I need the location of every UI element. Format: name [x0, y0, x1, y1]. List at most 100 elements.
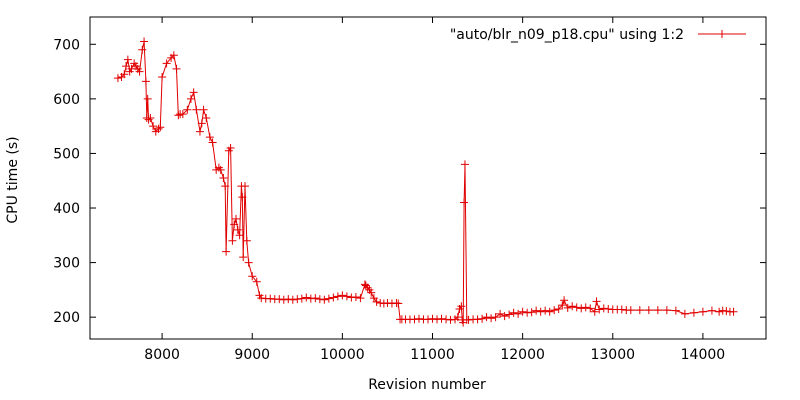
data-point [410, 315, 419, 324]
data-point [232, 214, 241, 223]
data-point [241, 182, 250, 191]
data-point [541, 306, 550, 315]
data-point [523, 308, 532, 317]
data-point [577, 304, 586, 313]
data-point [172, 64, 181, 73]
data-point [558, 301, 567, 310]
data-point [482, 313, 491, 322]
data-point [560, 296, 569, 305]
data-point [146, 113, 155, 122]
data-point [376, 298, 385, 307]
data-point [383, 298, 392, 307]
data-point [626, 306, 635, 315]
x-tick-label: 13000 [590, 347, 635, 363]
data-point [279, 295, 288, 304]
data-point [662, 306, 671, 315]
y-tick-label: 200 [53, 310, 80, 326]
data-point [554, 304, 563, 313]
data-point [367, 288, 376, 297]
data-point [653, 306, 662, 315]
y-tick-label: 500 [53, 146, 80, 162]
data-point [192, 105, 201, 114]
x-tick-label: 10000 [320, 347, 365, 363]
data-point [288, 295, 297, 304]
data-point [311, 294, 320, 303]
data-point [604, 304, 613, 313]
data-point [333, 292, 342, 301]
axis-tick-labels: 8000 9000 10000 11000 12000 13000 14000 200 300 4… [53, 37, 725, 363]
legend-marker [718, 30, 726, 38]
data-point [532, 306, 541, 315]
x-axis-label: Revision number [368, 377, 486, 393]
data-point [392, 298, 401, 307]
data-point [174, 111, 183, 120]
data-point [135, 67, 144, 76]
x-tick-label: 14000 [681, 347, 726, 363]
data-point [442, 315, 451, 324]
data-point [536, 307, 545, 316]
data-point [342, 292, 351, 301]
x-tick-label: 9000 [234, 347, 270, 363]
data-point [140, 37, 149, 46]
data-point [226, 143, 235, 152]
data-point [586, 304, 595, 313]
data-point [248, 272, 257, 281]
data-point [162, 59, 171, 68]
y-tick-label: 700 [53, 37, 80, 53]
data-point [545, 307, 554, 316]
data-point [572, 303, 581, 312]
data-point [514, 309, 523, 318]
data-point [239, 253, 248, 262]
data-point [186, 94, 195, 103]
data-point [437, 314, 446, 323]
data-point [297, 294, 306, 303]
data-point [707, 306, 716, 315]
data-point [487, 314, 496, 323]
data-point [478, 314, 487, 323]
data-point [428, 314, 437, 323]
data-point [568, 302, 577, 311]
data-point [563, 303, 572, 312]
data-point [195, 127, 204, 136]
data-point [158, 73, 167, 82]
data-point [123, 55, 132, 64]
data-point [284, 295, 293, 304]
data-point [216, 165, 225, 174]
y-tick-label: 600 [53, 92, 80, 108]
data-point [154, 124, 163, 133]
data-point [722, 307, 731, 316]
data-point [509, 308, 518, 317]
x-tick-label: 12000 [500, 347, 545, 363]
data-point [183, 105, 192, 114]
x-tick-label: 11000 [410, 347, 455, 363]
data-point [644, 306, 653, 315]
data-point [219, 174, 228, 182]
data-point [595, 305, 604, 314]
data-point [228, 236, 237, 245]
series-line [117, 41, 734, 323]
data-point [169, 51, 178, 60]
data-point [698, 307, 707, 316]
data-point [505, 310, 514, 319]
data-point [306, 294, 315, 303]
data-point [149, 122, 158, 131]
data-point [252, 277, 261, 286]
data-point [275, 295, 284, 304]
data-point [244, 258, 253, 267]
data-point [199, 105, 208, 114]
data-point [599, 304, 608, 313]
data-point [257, 294, 266, 303]
data-point [266, 294, 275, 303]
axis-ticks [90, 17, 766, 339]
data-point [138, 45, 147, 54]
y-axis-label: CPU time (s) [5, 136, 21, 223]
data-point [178, 110, 187, 119]
data-point [156, 123, 165, 132]
data-point [453, 313, 462, 322]
data-point [141, 77, 150, 86]
data-point [460, 160, 469, 169]
data-point [592, 297, 601, 306]
y-tick-label: 400 [53, 201, 80, 217]
x-tick-label: 8000 [144, 347, 180, 363]
